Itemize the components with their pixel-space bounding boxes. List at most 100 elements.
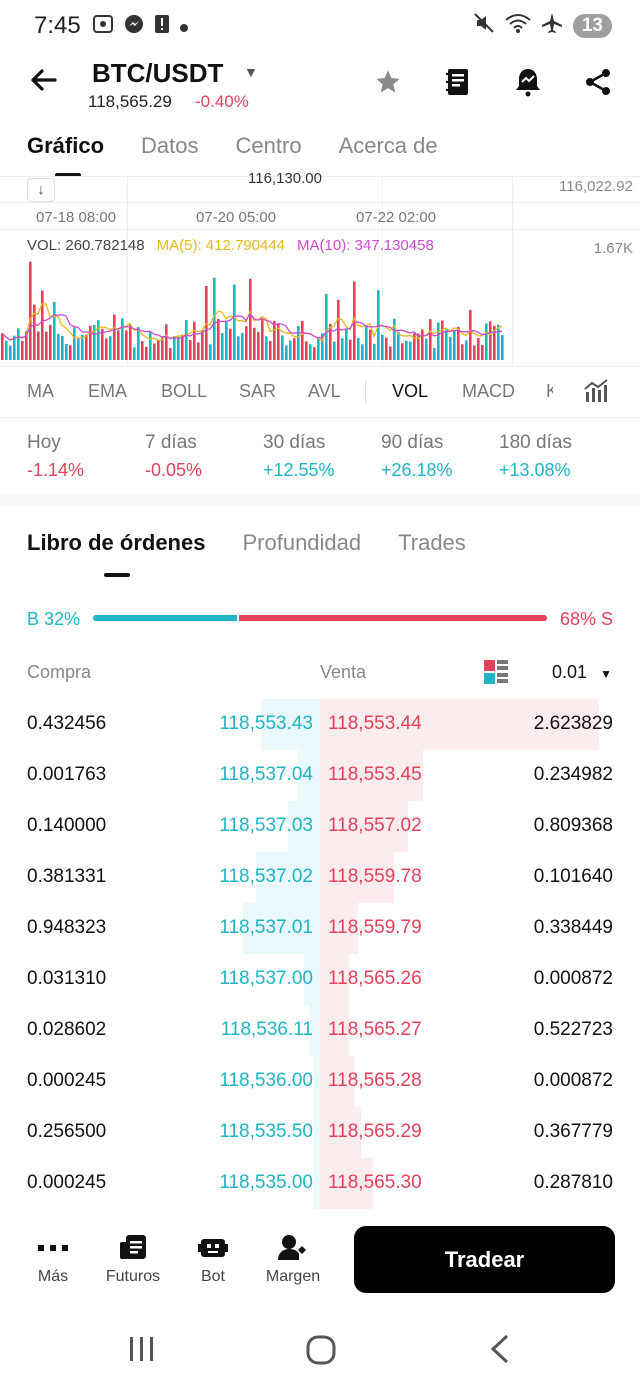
volume-bar bbox=[361, 344, 364, 360]
orderbook-row[interactable]: 0.001763 118,537.04 118,553.45 0.234982 bbox=[0, 750, 640, 801]
tab-centro[interactable]: Centro bbox=[235, 133, 302, 158]
tab-acerca-de[interactable]: Acerca de bbox=[338, 133, 438, 158]
caret-down-icon[interactable]: ▼ bbox=[244, 64, 258, 80]
volume-bar bbox=[117, 330, 120, 360]
volume-bar bbox=[113, 314, 116, 360]
ask-depth-bar bbox=[320, 1056, 355, 1107]
ask-qty: 0.522723 bbox=[533, 1019, 613, 1040]
sell-ratio-label: 68% S bbox=[559, 609, 613, 629]
volume-bar bbox=[45, 331, 48, 360]
orderbook-row[interactable]: 0.000245 118,536.00 118,565.28 0.000872 bbox=[0, 1056, 640, 1107]
indicator-separator bbox=[365, 381, 366, 403]
ask-price: 118,553.44 bbox=[328, 713, 422, 734]
bid-price: 118,537.01 bbox=[219, 917, 313, 938]
volume-bar bbox=[405, 340, 408, 360]
indicator-avl[interactable]: AVL bbox=[308, 381, 341, 401]
orderbook-row[interactable]: 0.140000 118,537.03 118,557.02 0.809368 bbox=[0, 801, 640, 852]
orderbook-row[interactable]: 0.381331 118,537.02 118,559.78 0.101640 bbox=[0, 852, 640, 903]
bid-qty: 0.256500 bbox=[27, 1121, 107, 1142]
bid-qty: 0.140000 bbox=[27, 815, 107, 836]
orderbook-row[interactable]: 0.948323 118,537.01 118,559.79 0.338449 bbox=[0, 903, 640, 954]
volume-bar bbox=[105, 338, 108, 360]
volume-bar bbox=[41, 290, 44, 360]
indicator-ema[interactable]: EMA bbox=[88, 381, 128, 401]
buy-ratio-label: B 32% bbox=[27, 609, 81, 629]
price-alert-button[interactable] bbox=[512, 66, 544, 98]
nav-bot[interactable]: Bot bbox=[173, 1234, 253, 1286]
ask-depth-bar bbox=[320, 801, 408, 852]
ask-qty: 0.234982 bbox=[533, 764, 613, 785]
nav-label: Futuros bbox=[105, 1268, 161, 1285]
indicator-ma[interactable]: MA bbox=[27, 381, 54, 401]
precision-selector[interactable]: 0.01 ▼ bbox=[552, 662, 612, 683]
orderbook-row[interactable]: 0.000245 118,535.00 118,565.30 0.287810 bbox=[0, 1158, 640, 1209]
indicator-macd[interactable]: MACD bbox=[462, 381, 515, 401]
indicator-boll[interactable]: BOLL bbox=[161, 381, 208, 401]
tab-grafico[interactable]: Gráfico bbox=[27, 133, 105, 158]
margin-icon bbox=[253, 1234, 333, 1262]
home-button[interactable] bbox=[306, 1335, 336, 1370]
orderbook-row[interactable]: 0.028602 118,536.11 118,565.27 0.522723 bbox=[0, 1005, 640, 1056]
volume-bar bbox=[321, 333, 324, 360]
indicator-sar[interactable]: SAR bbox=[239, 381, 277, 401]
volume-bar bbox=[141, 341, 144, 360]
bid-qty: 0.000245 bbox=[27, 1172, 107, 1193]
grid-line bbox=[127, 176, 128, 366]
volume-bar bbox=[181, 334, 184, 360]
tab-depth[interactable]: Profundidad bbox=[242, 530, 362, 555]
volume-bar bbox=[293, 338, 296, 360]
bid-depth-bar bbox=[314, 1056, 320, 1107]
tab-trades[interactable]: Trades bbox=[398, 530, 466, 555]
volume-bar bbox=[65, 343, 68, 360]
pair-title[interactable]: BTC/USDT bbox=[92, 58, 224, 88]
volume-bar bbox=[33, 304, 36, 360]
indicator-settings-button[interactable] bbox=[583, 379, 609, 410]
price-change: -0.40% bbox=[195, 92, 249, 111]
share-button[interactable] bbox=[582, 66, 614, 98]
notebook-button[interactable] bbox=[442, 66, 474, 98]
volume-bar bbox=[489, 321, 492, 360]
recent-apps-button[interactable] bbox=[128, 1336, 156, 1367]
tab-orderbook[interactable]: Libro de órdenes bbox=[27, 530, 206, 555]
collapse-chart-button[interactable]: ↓ bbox=[27, 178, 55, 202]
orderbook-row[interactable]: 0.031310 118,537.00 118,565.26 0.000872 bbox=[0, 954, 640, 1005]
volume-bar bbox=[1, 333, 4, 360]
tab-datos[interactable]: Datos bbox=[141, 133, 199, 158]
bid-depth-bar bbox=[243, 903, 320, 954]
indicator-kdj[interactable]: K bbox=[546, 381, 553, 401]
nav-mas[interactable]: Más bbox=[13, 1234, 93, 1286]
favorite-star-button[interactable] bbox=[372, 66, 404, 98]
star-icon bbox=[376, 70, 400, 93]
volume-bar bbox=[145, 346, 148, 360]
volume-bar bbox=[501, 335, 504, 360]
ask-price: 118,559.79 bbox=[328, 917, 422, 938]
nav-margen[interactable]: Margen bbox=[253, 1234, 333, 1286]
back-nav-button[interactable] bbox=[488, 1334, 512, 1369]
trade-button[interactable]: Tradear bbox=[354, 1226, 615, 1293]
last-price: 118,565.29 bbox=[88, 92, 172, 111]
price-chart[interactable]: ↓ 116,130.00 116,022.92 07-18 08:00 07-2… bbox=[0, 170, 640, 366]
perf-hoy: Hoy -1.14% bbox=[27, 432, 145, 481]
volume-bar bbox=[13, 335, 16, 360]
volume-bar bbox=[453, 330, 456, 360]
precision-value: 0.01 bbox=[552, 662, 588, 682]
orderbook-tabs: Libro de órdenes Profundidad Trades bbox=[27, 530, 466, 556]
arrow-down-icon: ↓ bbox=[37, 181, 45, 197]
nav-futuros[interactable]: Futuros bbox=[93, 1234, 173, 1286]
ask-price: 118,557.02 bbox=[328, 815, 422, 836]
indicator-vol[interactable]: VOL bbox=[392, 381, 429, 401]
orderbook-row[interactable]: 0.432456 118,553.43 118,553.44 2.623829 bbox=[0, 699, 640, 750]
perf-value: +26.18% bbox=[381, 460, 453, 480]
orderbook-layout-button[interactable] bbox=[484, 660, 508, 684]
orderbook-row[interactable]: 0.256500 118,535.50 118,565.29 0.367779 bbox=[0, 1107, 640, 1158]
volume-bar bbox=[257, 332, 260, 360]
volume-bars bbox=[1, 261, 504, 360]
back-button[interactable] bbox=[26, 62, 62, 98]
more-icon bbox=[13, 1234, 93, 1262]
orderbook-buy-header: Compra bbox=[27, 662, 92, 682]
volume-bar bbox=[61, 335, 64, 360]
perf-value: -0.05% bbox=[145, 460, 203, 480]
airplane-icon bbox=[541, 12, 563, 39]
volume-bar bbox=[493, 325, 496, 360]
bid-qty: 0.432456 bbox=[27, 713, 107, 734]
